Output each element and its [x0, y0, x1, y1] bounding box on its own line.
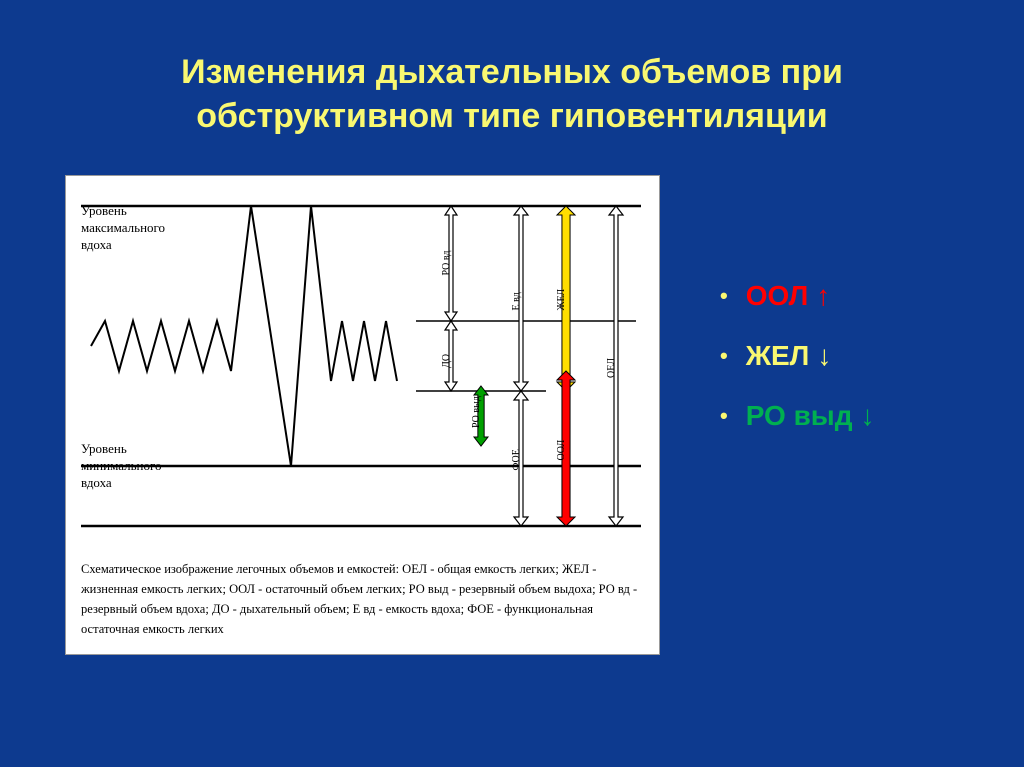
bullet-arrow-icon: ↓ [817, 340, 831, 372]
lung-volumes-diagram: Уровеньмаксимальноговдоха Уровеньминимал… [65, 175, 660, 655]
slide-title: Изменения дыхательных объемов при обстру… [50, 50, 974, 138]
diagram-caption: Схематическое изображение легочных объем… [81, 559, 644, 639]
svg-text:РО выд: РО выд [471, 396, 482, 428]
slide: Изменения дыхательных объемов при обстру… [0, 0, 1024, 767]
bullet-item: • РО выд↓ [720, 400, 984, 432]
bullet-text: РО выд [746, 400, 853, 432]
svg-text:РО вд: РО вд [441, 251, 452, 276]
bullet-list: •ООЛ↑•ЖЕЛ↓•РО выд↓ [720, 280, 984, 460]
svg-text:ОЕЛ: ОЕЛ [606, 358, 617, 378]
bullet-dot-icon: • [720, 403, 728, 429]
svg-text:ЖЕЛ: ЖЕЛ [556, 289, 567, 311]
svg-text:ФОЕ: ФОЕ [511, 449, 522, 470]
bullet-item: • ООЛ↑ [720, 280, 984, 312]
bullet-arrow-icon: ↑ [816, 280, 830, 312]
bullet-dot-icon: • [720, 343, 728, 369]
bullet-dot-icon: • [720, 283, 728, 309]
chart-area: Уровеньмаксимальноговдоха Уровеньминимал… [76, 191, 649, 531]
svg-text:ООЛ: ООЛ [556, 440, 567, 461]
bullet-arrow-icon: ↓ [860, 400, 874, 432]
svg-text:ДО: ДО [441, 354, 452, 368]
bullet-text: ООЛ [746, 280, 809, 312]
svg-text:Е вд: Е вд [511, 292, 522, 310]
label-max-inhale: Уровеньмаксимальноговдоха [81, 203, 165, 254]
bullet-text: ЖЕЛ [746, 340, 810, 372]
bullet-item: • ЖЕЛ↓ [720, 340, 984, 372]
label-min-inhale: Уровеньминимальноговдоха [81, 441, 162, 492]
